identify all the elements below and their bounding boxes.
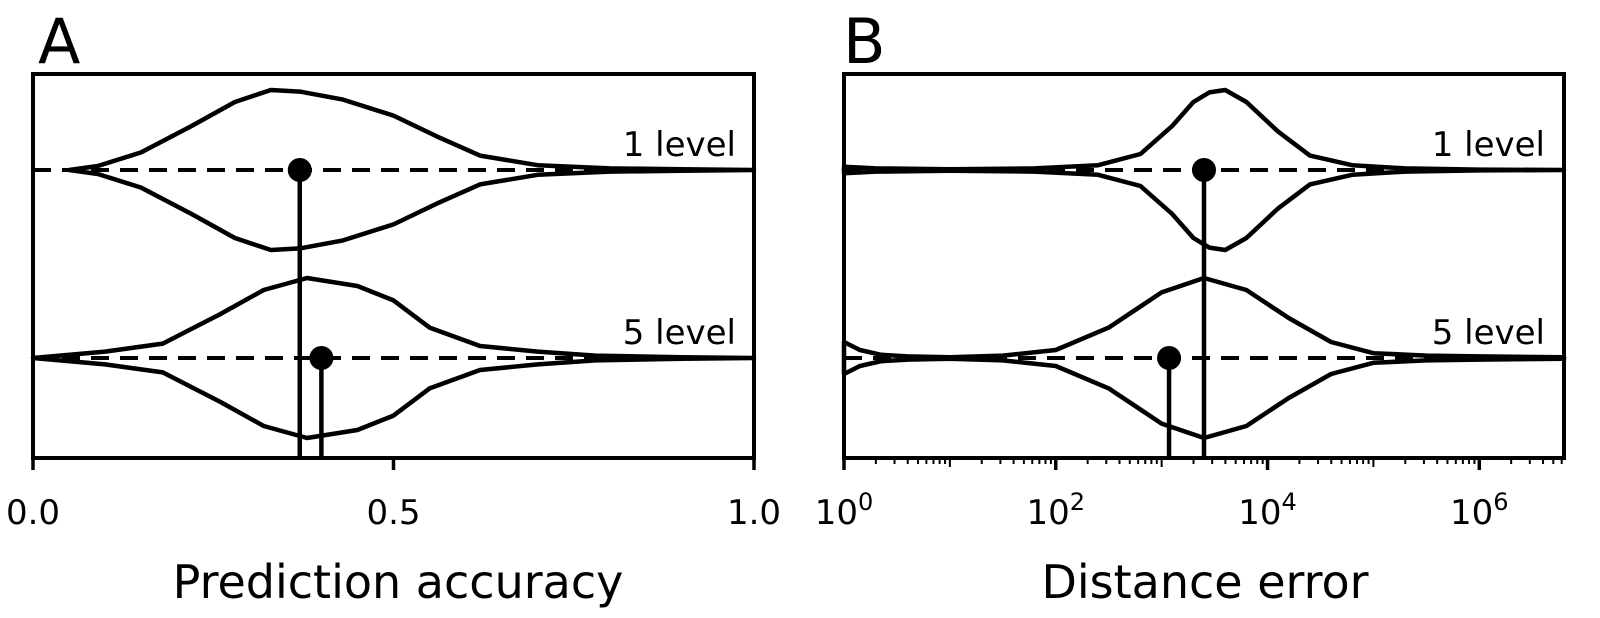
series-label-a-5-level: 5 level <box>623 313 736 353</box>
panel-letter-b: B <box>843 5 886 78</box>
series-label-a-1-level: 1 level <box>623 125 736 165</box>
series-label-b-1-level: 1 level <box>1432 125 1545 165</box>
x-tick-label-b-0: 100 <box>815 488 874 533</box>
x-tick-label-a-1: 0.5 <box>366 493 420 533</box>
panel-a: 0.0 0.5 1.0 1 level 5 level Prediction acc… <box>6 72 781 609</box>
x-axis-title-a: Prediction accuracy <box>173 555 624 609</box>
marker-dot-b-5-level <box>1157 346 1182 370</box>
x-axis-title-b: Distance error <box>1041 555 1368 609</box>
x-tick-label-b-1: 102 <box>1026 488 1085 533</box>
x-tick-label-a-0: 0.0 <box>6 493 60 533</box>
marker-dot-b-1-level <box>1192 158 1216 182</box>
marker-dot-a-5-level <box>309 346 334 370</box>
x-tick-label-a-2: 1.0 <box>727 493 781 533</box>
panel-letter-a: A <box>38 5 80 78</box>
panel-b: 100 102 104 106 1 level 5 level Distance er… <box>815 72 1567 609</box>
series-label-b-5-level: 5 level <box>1432 313 1545 353</box>
plot-frame-a <box>31 72 756 460</box>
x-axis-a: 0.0 0.5 1.0 <box>6 458 781 533</box>
plot-frame-b <box>842 72 1566 460</box>
x-tick-label-b-2: 104 <box>1238 488 1297 533</box>
x-axis-b: 100 102 104 106 <box>815 458 1563 533</box>
x-tick-label-b-3: 106 <box>1450 488 1509 533</box>
marker-dot-a-1-level <box>287 158 312 182</box>
